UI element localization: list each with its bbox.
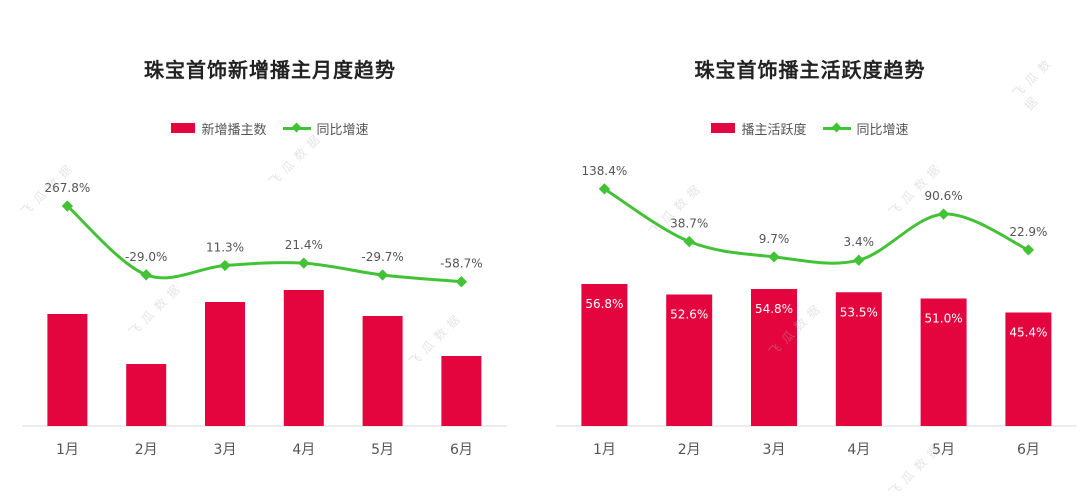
bar bbox=[751, 289, 797, 426]
bar bbox=[920, 298, 967, 426]
bar-data-label: 54.8% bbox=[755, 302, 793, 316]
line-point bbox=[219, 259, 231, 272]
x-tick-label: 1月 bbox=[56, 442, 79, 458]
chart-plot-area: 1月 2月 3月 4月 5月 6月 267.8% -29.0% 11.3% 21.4% -29.7%… bbox=[22, 181, 507, 458]
legend-line-swatch bbox=[282, 123, 311, 133]
x-tick-label: 3月 bbox=[214, 442, 237, 458]
legend-bar-swatch bbox=[171, 123, 196, 133]
bar bbox=[835, 292, 882, 426]
x-tick-label: 2月 bbox=[678, 442, 701, 458]
x-tick-label: 2月 bbox=[135, 442, 158, 458]
bar bbox=[126, 364, 167, 426]
legend-label-line: 同比增速 bbox=[856, 122, 909, 138]
legend-item-line[interactable]: 同比增速 bbox=[282, 119, 369, 138]
line-data-label: 21.4% bbox=[285, 238, 323, 252]
line-data-label: -29.0% bbox=[125, 250, 167, 264]
x-tick-label: 6月 bbox=[450, 442, 473, 458]
chart-legend: 播主活跃度 同比增速 bbox=[540, 118, 1080, 138]
line-data-label: 22.9% bbox=[1009, 225, 1047, 239]
legend-item-line[interactable]: 同比增速 bbox=[822, 119, 909, 138]
chart-panel-new-streamers: 珠宝首饰新增播主月度趋势 新增播主数 同比增速 1月 2月 3月 4月 5月 6月 267.… bbox=[0, 0, 540, 492]
chart-title: 珠宝首饰新增播主月度趋势 bbox=[144, 58, 396, 82]
bar-data-label: 51.0% bbox=[925, 312, 963, 326]
line-series bbox=[66, 204, 462, 284]
line-data-label: 9.7% bbox=[759, 232, 790, 246]
line-data-label: 38.7% bbox=[670, 217, 708, 231]
bar bbox=[1005, 312, 1052, 426]
bar bbox=[441, 356, 482, 426]
chart-panel-activity: 珠宝首饰播主活跃度趋势 播主活跃度 同比增速 56.8% 52.6% 54.8% 53… bbox=[540, 0, 1080, 492]
legend-label-line: 同比增速 bbox=[316, 122, 369, 138]
line-data-label: 138.4% bbox=[582, 164, 628, 178]
line-point bbox=[768, 251, 780, 263]
x-tick-label: 5月 bbox=[932, 442, 955, 458]
chart-title: 珠宝首饰播主活跃度趋势 bbox=[694, 58, 926, 82]
line-point bbox=[455, 276, 468, 288]
legend-item-bars[interactable]: 播主活跃度 bbox=[711, 119, 807, 138]
legend-bar-swatch bbox=[711, 123, 736, 133]
x-tick-label: 1月 bbox=[593, 442, 616, 458]
line-data-label: 267.8% bbox=[45, 181, 91, 195]
bar bbox=[362, 316, 403, 426]
chart-legend: 新增播主数 同比增速 bbox=[0, 118, 540, 138]
bar-data-label: 45.4% bbox=[1009, 326, 1047, 340]
line-data-label: 3.4% bbox=[844, 235, 875, 249]
line-data-label: -29.7% bbox=[361, 250, 403, 264]
bar bbox=[283, 290, 324, 426]
line-point bbox=[1022, 244, 1035, 256]
line-data-label: -58.7% bbox=[440, 257, 482, 271]
bar-data-label: 56.8% bbox=[585, 297, 623, 311]
line-point bbox=[937, 208, 950, 220]
line-point bbox=[376, 269, 389, 281]
legend-item-bars[interactable]: 新增播主数 bbox=[171, 119, 267, 138]
bar-data-label: 53.5% bbox=[840, 305, 878, 319]
bar bbox=[47, 314, 88, 426]
line-series bbox=[603, 187, 1030, 265]
x-tick-label: 4月 bbox=[847, 442, 870, 458]
bar bbox=[581, 284, 628, 426]
line-data-label: 90.6% bbox=[925, 189, 963, 203]
chart-plot-area: 56.8% 52.6% 54.8% 53.5% 51.0% 45.4% 1月 2月 3月 4月 5月… bbox=[556, 164, 1077, 458]
legend-label-bars: 新增播主数 bbox=[201, 122, 267, 138]
legend-label-bars: 播主活跃度 bbox=[741, 122, 807, 138]
line-point bbox=[298, 257, 310, 269]
legend-line-swatch bbox=[822, 123, 851, 133]
x-tick-label: 4月 bbox=[292, 442, 315, 458]
line-point bbox=[683, 235, 695, 248]
bar bbox=[666, 294, 713, 426]
line-point bbox=[853, 254, 865, 266]
x-tick-label: 3月 bbox=[763, 442, 786, 458]
line-point bbox=[140, 269, 152, 281]
x-tick-label: 6月 bbox=[1017, 442, 1040, 458]
line-data-label: 11.3% bbox=[206, 240, 244, 254]
bar bbox=[205, 302, 245, 426]
bar-data-label: 52.6% bbox=[670, 308, 708, 322]
x-tick-label: 5月 bbox=[371, 442, 394, 458]
